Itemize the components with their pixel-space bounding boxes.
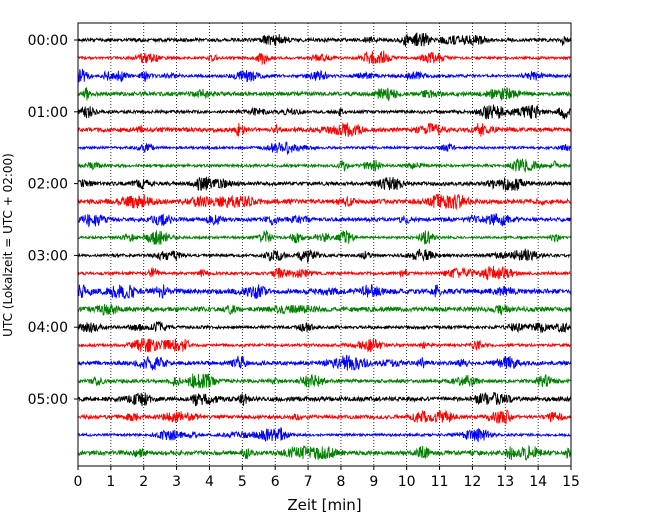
trace-line — [77, 157, 572, 173]
trace-line — [77, 50, 572, 65]
seismic-traces — [77, 32, 572, 461]
trace-line — [77, 444, 572, 461]
x-tick-label: 5 — [238, 474, 247, 490]
x-tick-label: 1 — [106, 474, 115, 490]
x-tick-label: 11 — [431, 474, 449, 490]
trace-line — [77, 141, 572, 156]
plot-frame — [77, 22, 572, 467]
y-tick-label: 04:00 — [28, 320, 68, 336]
plot-background — [78, 23, 571, 466]
x-tick-label: 14 — [529, 474, 547, 490]
x-tick-label: 7 — [304, 474, 313, 490]
x-tick-label: 4 — [205, 474, 214, 490]
x-tick-label: 9 — [369, 474, 378, 490]
grid-lines — [110, 23, 539, 466]
trace-line — [77, 176, 572, 192]
x-tick-label: 0 — [74, 474, 83, 490]
x-tick-label: 10 — [398, 474, 416, 490]
y-tick-label: 02:00 — [28, 177, 68, 193]
trace-line — [77, 320, 572, 334]
trace-line — [77, 337, 572, 353]
y-axis-ticks: 00:00 01:00 02:00 03:00 04:00 05:00 — [28, 33, 78, 408]
trace-line — [77, 265, 572, 281]
y-tick-label: 01:00 — [28, 105, 68, 121]
trace-line — [77, 87, 572, 102]
trace-line — [77, 32, 572, 47]
trace-line — [77, 193, 572, 211]
trace-line — [77, 426, 572, 443]
trace-line — [77, 409, 572, 425]
trace-line — [77, 68, 572, 83]
trace-line — [77, 373, 572, 389]
trace-line — [77, 212, 572, 228]
trace-line — [77, 391, 572, 407]
y-tick-label: 05:00 — [28, 392, 68, 408]
trace-line — [77, 122, 572, 137]
trace-line — [77, 104, 572, 121]
x-tick-label: 15 — [562, 474, 580, 490]
trace-line — [77, 283, 572, 300]
x-tick-label: 13 — [496, 474, 514, 490]
y-axis-label: UTC (Lokalzeit = UTC + 02:00) — [1, 153, 15, 337]
trace-line — [77, 303, 572, 316]
y-tick-label: 00:00 — [28, 33, 68, 49]
x-tick-label: 2 — [139, 474, 148, 490]
y-tick-label: 03:00 — [28, 248, 68, 264]
x-axis-ticks: 0 1 2 3 4 5 6 7 8 9 10 11 12 13 14 15 — [74, 466, 580, 490]
trace-line — [77, 354, 572, 371]
x-tick-label: 8 — [336, 474, 345, 490]
trace-line — [77, 248, 572, 263]
x-axis-label: Zeit [min] — [287, 496, 361, 514]
x-tick-label: 12 — [463, 474, 481, 490]
trace-line — [77, 229, 572, 245]
x-tick-label: 3 — [172, 474, 181, 490]
x-tick-label: 6 — [271, 474, 280, 490]
